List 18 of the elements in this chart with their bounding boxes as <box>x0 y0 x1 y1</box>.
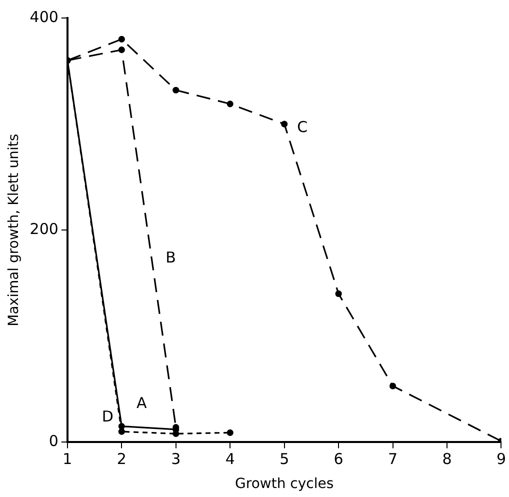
series-label: B <box>166 248 176 266</box>
series-label: C <box>297 118 308 136</box>
x-tick-label: 2 <box>116 450 126 468</box>
y-axis-title: Maximal growth, Klett units <box>6 134 22 326</box>
x-tick-label: 7 <box>388 450 398 468</box>
x-tick-label: 8 <box>442 450 452 468</box>
series-label: A <box>136 394 148 412</box>
x-tick-label: 3 <box>171 450 181 468</box>
x-tick-label: 5 <box>280 450 290 468</box>
x-axis-title: Growth cycles <box>235 476 334 492</box>
y-tick-label: 200 <box>30 220 58 238</box>
series-label: D <box>102 407 114 426</box>
x-tick-label: 4 <box>225 450 235 468</box>
y-tick-label: 400 <box>30 8 58 26</box>
x-tick-label: 9 <box>496 450 506 468</box>
x-tick-label: 1 <box>62 450 72 468</box>
x-tick-label: 6 <box>334 450 344 468</box>
y-tick-label: 0 <box>48 432 58 450</box>
